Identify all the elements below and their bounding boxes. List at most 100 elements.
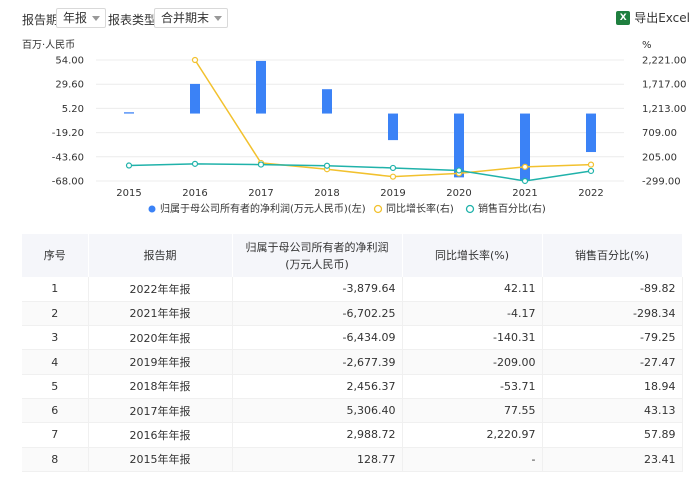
cell-net-profit: -3,879.64	[232, 277, 403, 302]
cell-yoy-growth: 77.55	[402, 398, 543, 424]
left-tick-label: -19.20	[52, 128, 84, 139]
right-tick-label: -299.00	[642, 177, 681, 188]
cell-sales-pct: -27.47	[542, 349, 683, 375]
cell-index: 5	[22, 374, 89, 399]
header-period: 报告期	[88, 234, 233, 277]
header-sales-pct: 销售百分比(%)	[542, 234, 683, 277]
cell-index: 8	[22, 447, 89, 472]
table-row: 6 2017年年报 5,306.40 77.55 43.13	[22, 398, 683, 424]
right-tick-label: 1,717.00	[642, 80, 687, 91]
line-point[interactable]	[125, 162, 133, 169]
cell-yoy-growth: -53.71	[402, 374, 543, 399]
cell-period: 2015年年报	[88, 447, 233, 472]
cell-index: 4	[22, 349, 89, 375]
cell-period: 2021年年报	[88, 301, 233, 327]
x-tick-label: 2017	[248, 188, 273, 199]
header-net-profit: 归属于母公司所有者的净利润(万元人民币)	[232, 234, 403, 277]
report-type-select-value: 合并期末	[161, 11, 210, 25]
line-series-2	[128, 163, 592, 182]
header-yoy-growth: 同比增长率(%)	[402, 234, 543, 277]
x-tick-label: 2020	[446, 188, 471, 199]
line-point[interactable]	[257, 161, 265, 168]
report-type-label: 报表类型	[108, 13, 157, 27]
bar-series	[124, 60, 596, 181]
left-tick-label: -68.00	[52, 177, 84, 188]
cell-sales-pct: 18.94	[542, 374, 683, 399]
left-tick-label: -43.60	[52, 152, 84, 163]
grid-lines	[96, 59, 624, 182]
legend-label[interactable]: 归属于母公司所有者的净利润(万元人民币)(左)	[160, 202, 366, 215]
cell-yoy-growth: -	[402, 447, 543, 472]
report-type-select[interactable]: 合并期末	[154, 8, 229, 28]
bar-2016[interactable]	[190, 83, 200, 114]
period-select[interactable]: 年报	[56, 8, 107, 28]
chevron-down-icon	[214, 16, 223, 21]
header-index: 序号	[22, 234, 89, 277]
cell-period: 2018年年报	[88, 374, 233, 399]
cell-period: 2016年年报	[88, 422, 233, 448]
line-point[interactable]	[191, 56, 199, 64]
toolbar: 报告期 年报 报表类型 合并期末 X 导出Excel	[0, 0, 700, 34]
period-select-value: 年报	[63, 11, 88, 25]
right-tick-label: 1,213.00	[642, 104, 687, 115]
right-axis-ticks: 2,221.00 1,717.00 1,213.00 709.00 205.00 -299…	[642, 56, 687, 188]
x-tick-label: 2018	[314, 188, 339, 199]
table-row: 1 2022年年报 -3,879.64 42.11 -89.82	[22, 277, 683, 302]
x-axis-ticks: 2015 2016 2017 2018 2019 2020 2021 2022	[116, 188, 603, 199]
cell-index: 1	[22, 277, 89, 302]
cell-sales-pct: -79.25	[542, 325, 683, 351]
bar-2018[interactable]	[322, 89, 332, 114]
left-axis-ticks: 54.00 29.60 5.20 -19.20 -43.60 -68.00	[52, 56, 84, 188]
left-tick-label: 5.20	[62, 104, 84, 115]
bar-2021[interactable]	[520, 113, 530, 181]
cell-yoy-growth: 2,220.97	[402, 422, 543, 448]
line-point[interactable]	[587, 167, 595, 175]
cell-yoy-growth: -140.31	[402, 325, 543, 351]
bar-2015[interactable]	[124, 112, 134, 114]
table-row: 2 2021年年报 -6,702.25 -4.17 -298.34	[22, 301, 683, 327]
cell-period: 2022年年报	[88, 277, 233, 302]
cell-sales-pct: 43.13	[542, 398, 683, 424]
data-table: 序号 报告期 归属于母公司所有者的净利润(万元人民币) 同比增长率(%) 销售百…	[22, 234, 683, 472]
right-tick-label: 2,221.00	[642, 56, 687, 67]
cell-yoy-growth: 42.11	[402, 277, 543, 302]
legend-label[interactable]: 销售百分比(右)	[478, 202, 546, 215]
legend-label[interactable]: 同比增长率(右)	[386, 202, 454, 215]
period-label: 报告期	[22, 13, 59, 27]
cell-period: 2019年年报	[88, 349, 233, 375]
bar-2017[interactable]	[256, 60, 266, 114]
right-axis-unit: %	[642, 40, 652, 51]
cell-period: 2017年年报	[88, 398, 233, 424]
cell-net-profit: 2,988.72	[232, 422, 403, 448]
cell-sales-pct: 23.41	[542, 447, 683, 472]
line-point[interactable]	[191, 160, 199, 167]
left-axis-unit: 百万·人民币	[22, 39, 75, 51]
excel-icon: X	[616, 10, 631, 25]
line-point[interactable]	[587, 161, 595, 168]
line-point[interactable]	[521, 177, 529, 185]
cell-index: 6	[22, 398, 89, 424]
cell-yoy-growth: -209.00	[402, 349, 543, 375]
export-excel-label: 导出Excel	[634, 11, 690, 25]
x-tick-label: 2019	[380, 188, 405, 199]
line-series	[125, 56, 595, 185]
bar-2020[interactable]	[454, 113, 464, 178]
line-point[interactable]	[455, 167, 463, 174]
cell-yoy-growth: -4.17	[402, 301, 543, 327]
cell-net-profit: 2,456.37	[232, 374, 403, 399]
cell-net-profit: 128.77	[232, 447, 403, 472]
net-profit-chart: 百万·人民币 % 54.00 29.60 5.20 -19.20 -43.60 -68.0…	[22, 39, 687, 215]
line-point[interactable]	[323, 162, 331, 169]
bar-2019[interactable]	[388, 113, 398, 141]
line-point[interactable]	[521, 163, 529, 170]
x-tick-label: 2015	[116, 188, 141, 199]
legend-marker	[148, 205, 156, 213]
line-point[interactable]	[389, 173, 397, 180]
line-point[interactable]	[389, 164, 397, 172]
cell-index: 3	[22, 325, 89, 351]
cell-net-profit: -6,434.09	[232, 325, 403, 351]
cell-sales-pct: -89.82	[542, 277, 683, 302]
bar-2022[interactable]	[586, 113, 596, 153]
cell-net-profit: 5,306.40	[232, 398, 403, 424]
export-excel-button[interactable]: X 导出Excel	[616, 9, 690, 26]
